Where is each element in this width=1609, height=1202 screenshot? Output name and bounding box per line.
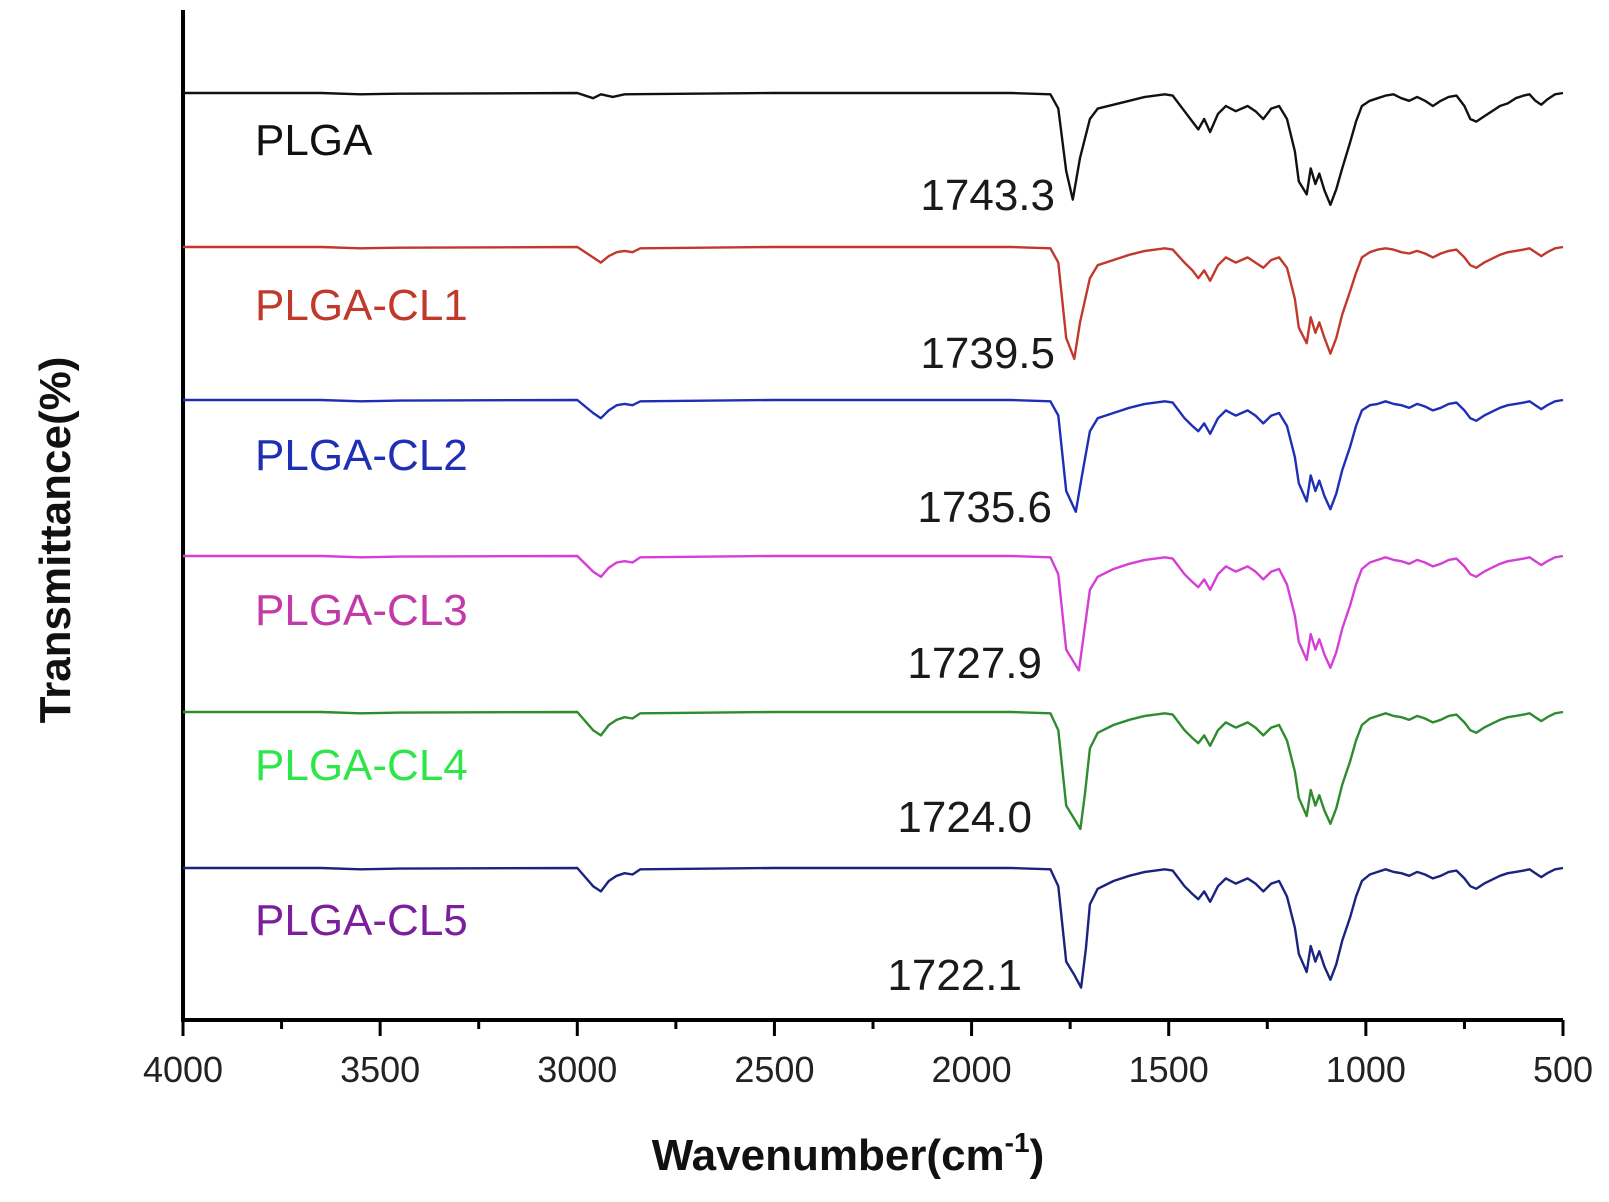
peak-label: 1739.5 <box>920 329 1055 378</box>
peak-label: 1722.1 <box>887 951 1022 1000</box>
series-label: PLGA-CL2 <box>255 431 468 480</box>
spectrum-line-plga-cl5 <box>183 866 1564 989</box>
peak-label: 1735.6 <box>917 483 1052 532</box>
x-tick-label: 500 <box>1533 1049 1593 1090</box>
peak-label: 1743.3 <box>920 171 1055 220</box>
spectrum-line-plga-cl2 <box>183 398 1564 513</box>
x-axis-title-superscript: -1 <box>1005 1127 1030 1158</box>
plot-area: 4000 3500 3000 2500 2000 1500 1000 500 PLGA 1743.… <box>143 10 1593 1090</box>
series-label: PLGA-CL5 <box>255 896 468 945</box>
spectrum-line-plga-cl4 <box>183 710 1564 831</box>
series-label: PLGA-CL1 <box>255 281 468 330</box>
x-tick-label: 1500 <box>1129 1049 1209 1090</box>
x-tick-label: 2500 <box>734 1049 814 1090</box>
spectrum-line-plga-cl1 <box>183 245 1564 360</box>
x-axis-title-suffix: ) <box>1030 1131 1045 1180</box>
x-tick-label: 3500 <box>340 1049 420 1090</box>
x-tick-label: 2000 <box>932 1049 1012 1090</box>
y-axis-title: Transmittance(%) <box>31 357 80 724</box>
spectrum-line-plga <box>183 91 1564 206</box>
series-label: PLGA-CL4 <box>255 741 468 790</box>
x-tick-label: 1000 <box>1326 1049 1406 1090</box>
x-tick-label: 4000 <box>143 1049 223 1090</box>
peak-label: 1724.0 <box>897 793 1032 842</box>
x-tick-label: 3000 <box>537 1049 617 1090</box>
peak-label: 1727.9 <box>907 639 1042 688</box>
x-axis-title: Wavenumber(cm-1) <box>652 1127 1044 1180</box>
series-label: PLGA-CL3 <box>255 586 468 635</box>
series-label: PLGA <box>255 116 373 165</box>
x-axis-title-main: Wavenumber(cm <box>652 1131 1005 1180</box>
spectrum-line-plga-cl3 <box>183 554 1564 672</box>
